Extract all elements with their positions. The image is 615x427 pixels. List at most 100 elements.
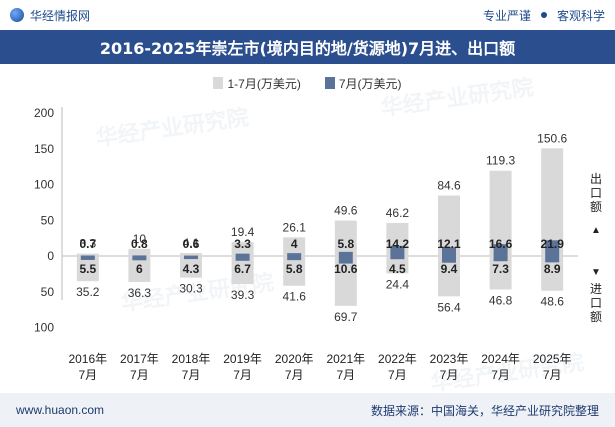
legend-label-monthly: 7月(万美元) xyxy=(338,76,402,91)
import-monthly-label: 8.9 xyxy=(544,262,561,276)
x-category-label: 2018年 xyxy=(172,352,211,366)
export-cumulative-bar xyxy=(489,170,512,256)
legend-swatch-monthly xyxy=(324,77,335,89)
x-category-label: 7月 xyxy=(491,368,510,382)
import-cumulative-bar xyxy=(489,256,512,290)
import-cumulative-label: 36.3 xyxy=(128,286,152,300)
export-arrow-icon: ▲ xyxy=(591,225,601,236)
x-category-label: 2023年 xyxy=(430,352,469,366)
x-category-label: 7月 xyxy=(233,368,252,382)
x-category-label: 7月 xyxy=(336,368,355,382)
legend: 1-7月(万美元) 7月(万美元) xyxy=(0,72,615,94)
x-category-label: 7月 xyxy=(388,368,407,382)
export-cumulative-label: 10 xyxy=(133,232,147,246)
export-monthly-bar xyxy=(132,255,147,256)
header-tags: 专业严谨 客观科学 xyxy=(483,7,605,24)
import-monthly-bar xyxy=(132,256,147,261)
tag-professional: 专业严谨 xyxy=(482,8,531,23)
import-monthly-bar xyxy=(493,256,508,262)
footer-url[interactable]: www.huaon.com xyxy=(16,403,105,417)
x-category-label: 2021年 xyxy=(326,352,365,366)
y-tick-label: 100 xyxy=(34,178,54,192)
export-monthly-bar xyxy=(390,245,405,256)
import-cumulative-bar xyxy=(128,256,151,282)
import-cumulative-label: 41.6 xyxy=(283,290,307,304)
export-monthly-bar xyxy=(442,247,456,256)
import-cumulative-bar xyxy=(541,256,564,291)
x-category-label: 2019年 xyxy=(223,352,262,366)
import-monthly-label: 5.5 xyxy=(79,262,96,276)
import-monthly-label: 4.5 xyxy=(389,262,406,276)
export-cumulative-label: 26.1 xyxy=(283,220,307,234)
export-monthly-label: 21.9 xyxy=(541,237,565,251)
export-monthly-label: 16.6 xyxy=(489,237,513,251)
export-cumulative-bar xyxy=(180,253,202,256)
export-cumulative-label: 150.6 xyxy=(537,131,567,145)
import-cumulative-bar xyxy=(283,256,306,286)
y-tick-label: 50 xyxy=(41,285,55,299)
export-monthly-label: 0.7 xyxy=(79,237,96,251)
import-monthly-label: 7.3 xyxy=(492,262,509,276)
import-side-label-text: 进口额 xyxy=(589,282,602,324)
import-cumulative-bar xyxy=(76,256,99,282)
top-bar: 华经情报网 专业严谨 客观科学 xyxy=(0,0,615,30)
x-category-label: 7月 xyxy=(285,368,304,382)
import-cumulative-bar xyxy=(334,256,357,306)
export-monthly-label: 5.8 xyxy=(337,237,354,251)
import-cumulative-bar xyxy=(386,256,409,274)
export-side-label: 出口额 xyxy=(589,172,603,214)
x-category-label: 2025年 xyxy=(533,352,572,366)
import-side-label: 进口额 xyxy=(589,282,603,324)
legend-item-monthly[interactable]: 7月(万美元) xyxy=(324,75,402,92)
export-cumulative-label: 84.6 xyxy=(437,179,461,193)
import-cumulative-label: 69.7 xyxy=(334,310,358,324)
export-monthly-label: 12.1 xyxy=(437,237,461,251)
export-monthly-label: 0.8 xyxy=(131,237,148,251)
x-category-label: 7月 xyxy=(130,368,149,382)
export-monthly-bar xyxy=(287,253,302,256)
x-category-label: 2016年 xyxy=(68,352,107,366)
import-monthly-bar xyxy=(442,256,456,263)
import-cumulative-label: 30.3 xyxy=(179,282,203,296)
export-cumulative-label: 19.4 xyxy=(231,225,255,239)
import-monthly-bar xyxy=(287,256,302,261)
legend-item-cumulative[interactable]: 1-7月(万美元) xyxy=(213,75,301,92)
brand-name: 华经情报网 xyxy=(30,8,91,23)
y-tick-label: 150 xyxy=(34,142,54,156)
import-cumulative-label: 46.8 xyxy=(489,293,513,307)
dot-separator-icon xyxy=(540,12,547,18)
export-cumulative-label: 119.3 xyxy=(486,154,515,168)
export-cumulative-label: 49.6 xyxy=(334,204,358,218)
tag-objective: 客观科学 xyxy=(556,8,605,23)
y-tick-label: 100 xyxy=(34,321,54,335)
legend-label-cumulative: 1-7月(万美元) xyxy=(227,76,301,91)
footer: www.huaon.com 数据来源：中国海关，华经产业研究院整理 xyxy=(0,393,615,427)
y-tick-label: 200 xyxy=(34,106,54,120)
x-category-label: 7月 xyxy=(182,368,201,382)
import-cumulative-bar xyxy=(438,256,460,297)
import-monthly-label: 9.4 xyxy=(441,262,458,276)
export-monthly-label: 14.2 xyxy=(386,237,410,251)
x-category-label: 7月 xyxy=(543,368,562,382)
export-monthly-label: 3.3 xyxy=(234,237,251,251)
x-category-label: 7月 xyxy=(78,368,97,382)
export-monthly-bar xyxy=(545,240,560,256)
brand[interactable]: 华经情报网 xyxy=(10,7,90,24)
x-category-label: 2022年 xyxy=(378,352,417,366)
footer-source: 数据来源：中国海关，华经产业研究院整理 xyxy=(370,403,599,418)
y-tick-label: 50 xyxy=(41,213,55,227)
import-cumulative-label: 48.6 xyxy=(541,295,565,309)
x-category-label: 2017年 xyxy=(120,352,159,366)
export-monthly-bar xyxy=(493,244,508,256)
export-monthly-label: 0.6 xyxy=(183,237,200,251)
import-monthly-bar xyxy=(338,256,353,264)
import-cumulative-label: 56.4 xyxy=(437,300,461,314)
brand-logo-icon xyxy=(10,8,24,22)
export-cumulative-label: 3.3 xyxy=(79,237,96,251)
import-cumulative-bar xyxy=(180,256,202,278)
import-monthly-bar xyxy=(184,256,198,260)
export-cumulative-bar xyxy=(231,242,254,256)
export-cumulative-bar xyxy=(283,237,306,256)
x-category-label: 2020年 xyxy=(275,352,314,366)
import-cumulative-label: 35.2 xyxy=(76,285,100,299)
